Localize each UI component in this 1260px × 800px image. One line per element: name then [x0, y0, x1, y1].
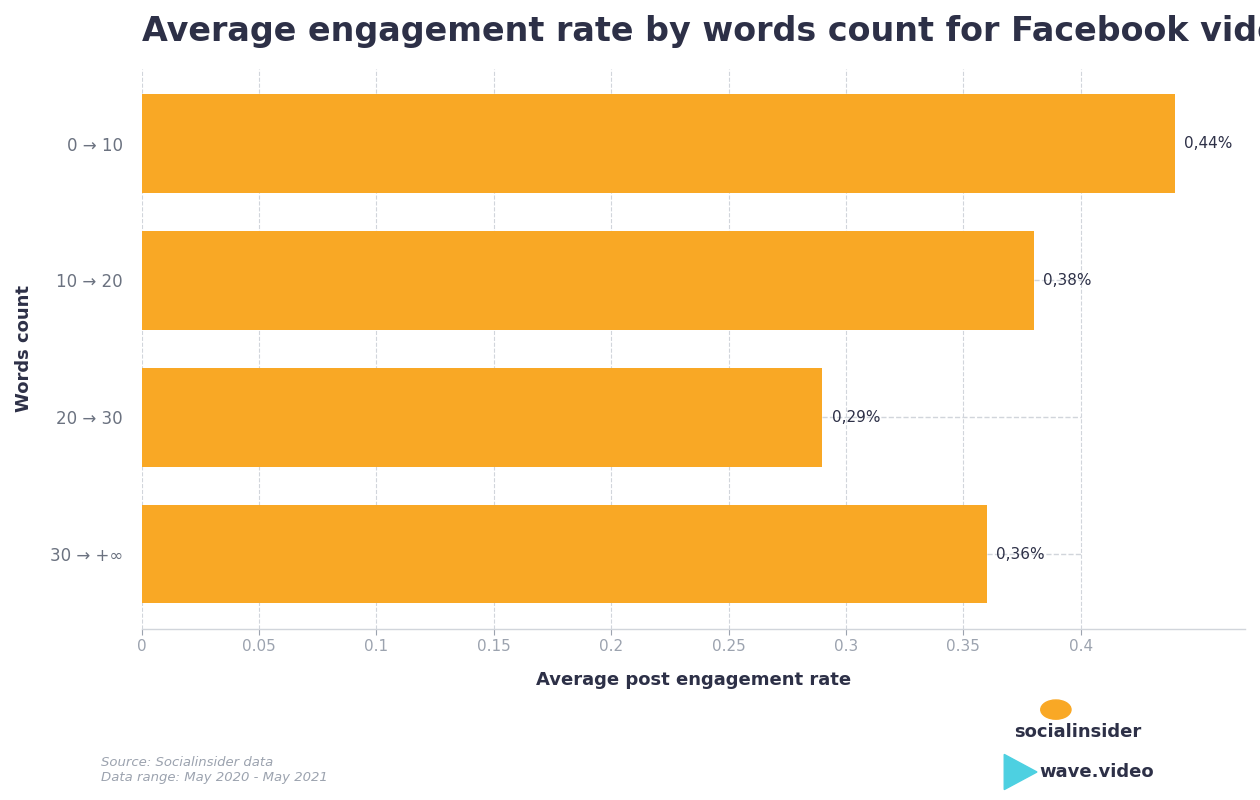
Bar — [141, 505, 987, 603]
Text: socialinsider: socialinsider — [1014, 723, 1142, 741]
Text: 0,36%: 0,36% — [997, 546, 1045, 562]
Y-axis label: Words count: Words count — [15, 286, 33, 412]
Text: wave.video: wave.video — [1040, 763, 1154, 781]
Text: 0,44%: 0,44% — [1184, 136, 1232, 151]
Text: 0,38%: 0,38% — [1043, 273, 1091, 288]
Bar — [141, 368, 823, 466]
Text: Average engagement rate by words count for Facebook videos: Average engagement rate by words count f… — [141, 15, 1260, 48]
Bar — [141, 94, 1174, 193]
Text: Source: Socialinsider data
Data range: May 2020 - May 2021: Source: Socialinsider data Data range: M… — [101, 756, 328, 784]
X-axis label: Average post engagement rate: Average post engagement rate — [536, 671, 850, 689]
Bar — [141, 231, 1033, 330]
Text: 0,29%: 0,29% — [832, 410, 881, 425]
